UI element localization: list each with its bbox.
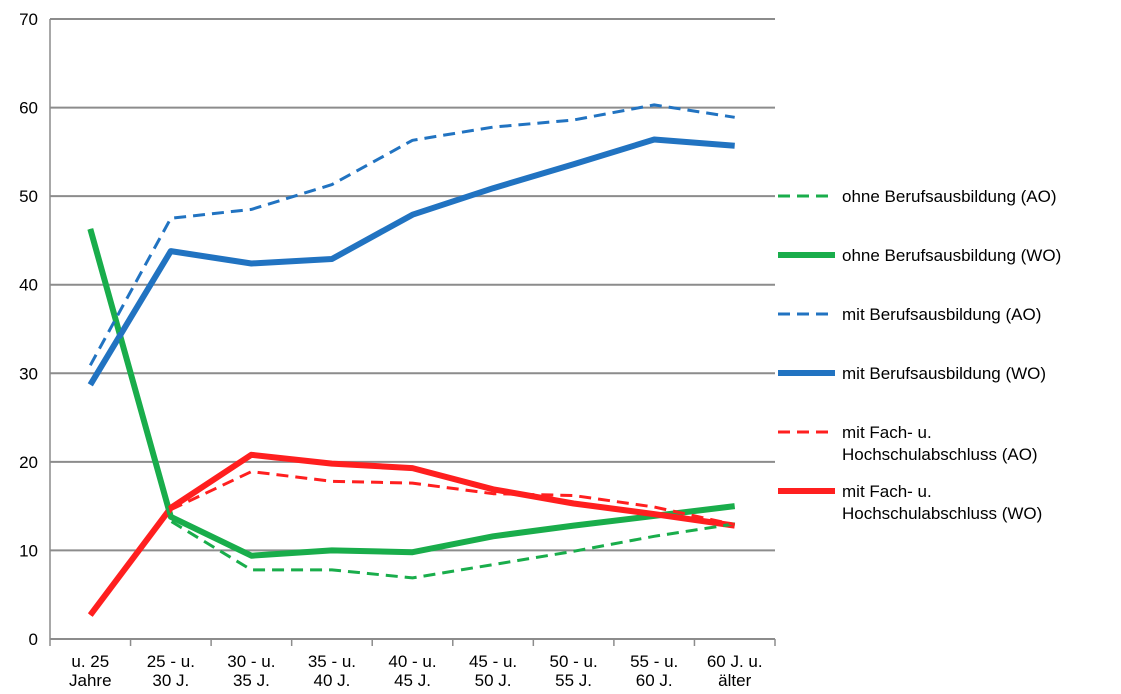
y-tick-label: 10 <box>19 541 38 560</box>
x-tick-label: 50 - u. 55 J. <box>550 652 598 690</box>
legend-label: mit Fach- u. Hochschulabschluss (WO) <box>842 482 1042 523</box>
legend: ohne Berufsausbildung (AO) ohne Berufsaus… <box>778 187 1061 523</box>
y-tick-label: 0 <box>29 630 38 649</box>
legend-label: mit Fach- u. Hochschulabschluss (AO) <box>842 423 1038 464</box>
y-tick-label: 50 <box>19 187 38 206</box>
gridlines <box>50 18 775 552</box>
legend-label: mit Berufsausbildung (WO) <box>842 364 1046 383</box>
x-tick-label: 25 - u. 30 J. <box>147 652 195 690</box>
x-tick-label: 45 - u. 50 J. <box>469 652 517 690</box>
y-tick-label: 30 <box>19 364 38 383</box>
legend-label: ohne Berufsausbildung (WO) <box>842 246 1061 265</box>
series-line <box>88 228 735 580</box>
x-tick-label: u. 25 Jahre <box>69 652 112 690</box>
series-lines <box>87 103 736 617</box>
legend-label: mit Berufsausbildung (AO) <box>842 305 1041 324</box>
y-tick-label: 20 <box>19 453 38 472</box>
series-line <box>87 136 735 387</box>
x-tick-label: 35 - u. 40 J. <box>308 652 356 690</box>
series-line <box>87 451 736 617</box>
y-tick-label: 60 <box>19 99 38 118</box>
axes: 0 10 20 30 40 50 60 70 u. 25 Jahre 25 - u. 30 J. 30 … <box>19 10 776 690</box>
x-tick-label: 40 - u. 45 J. <box>388 652 436 690</box>
series-line <box>88 103 735 367</box>
series-line <box>89 470 736 617</box>
x-tick-label: 30 - u. 35 J. <box>227 652 275 690</box>
x-tick-label: 60 J. u. älter <box>707 652 763 690</box>
x-tick-label: 55 - u. 60 J. <box>630 652 678 690</box>
y-tick-label: 70 <box>19 10 38 29</box>
legend-label: ohne Berufsausbildung (AO) <box>842 187 1057 206</box>
series-line <box>87 228 736 559</box>
y-tick-label: 40 <box>19 276 38 295</box>
